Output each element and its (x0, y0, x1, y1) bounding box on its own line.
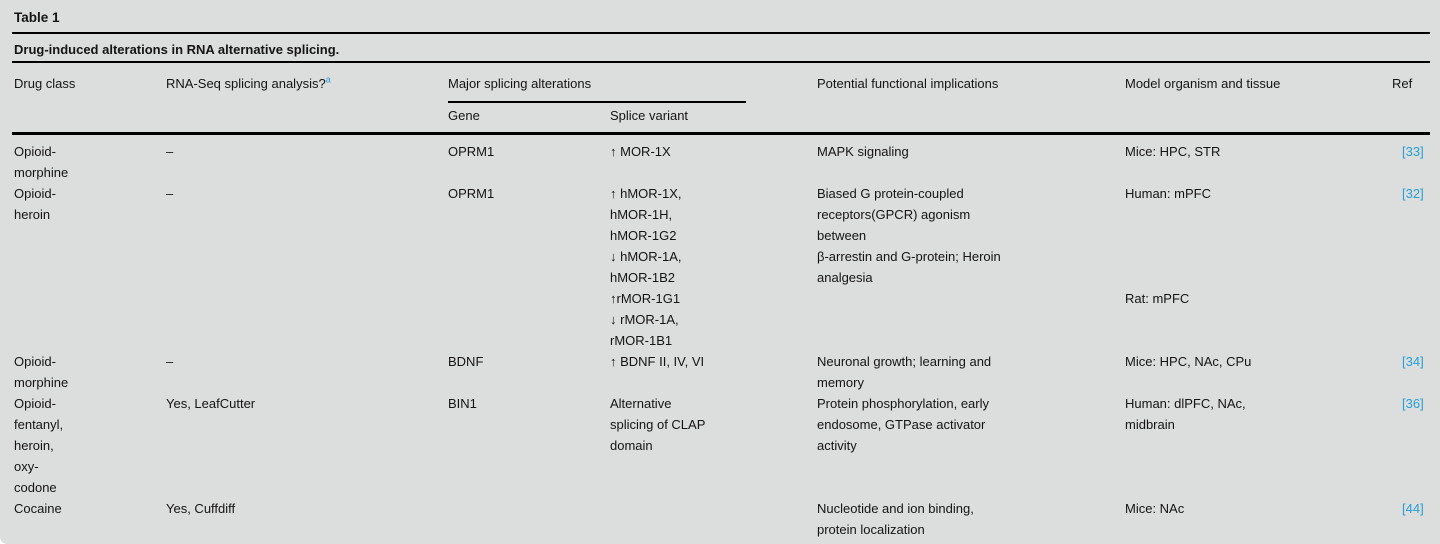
rule-header-bottom (12, 132, 1430, 135)
column-header-major-splicing: Major splicing alterations (448, 76, 592, 91)
cell-drug-class: Opioid- morphine (14, 144, 69, 180)
rule-under-caption (12, 61, 1430, 63)
column-header-rna-seq: RNA-Seq splicing analysis?a (166, 74, 331, 92)
cell-drug-class: Opioid- heroin (14, 186, 56, 222)
cell-gene: BIN1 (448, 396, 477, 411)
footnote-marker-a[interactable]: a (325, 74, 331, 85)
cell-model: Human: mPFC Rat: mPFC (1125, 186, 1211, 306)
cell-rna-seq: – (166, 144, 174, 159)
cell-ref[interactable]: [33] (1402, 144, 1424, 159)
cell-ref[interactable]: [36] (1402, 396, 1424, 411)
cell-splice-variant: ↑ MOR-1X (610, 144, 671, 159)
column-header-rna-seq-text: RNA-Seq splicing analysis? (166, 76, 326, 91)
column-header-gene: Gene (448, 108, 480, 123)
column-header-ref: Ref (1392, 76, 1413, 91)
cell-implications: Biased G protein-coupled receptors(GPCR)… (817, 186, 1001, 285)
cell-implications: Neuronal growth; learning and memory (817, 354, 992, 390)
cell-model: Human: dlPFC, NAc, midbrain (1125, 396, 1246, 432)
cell-implications: MAPK signaling (817, 144, 909, 159)
column-header-drug-class: Drug class (14, 76, 76, 91)
table-row: Cocaine Yes, Cuffdiff Nucleotide and ion b… (14, 498, 1440, 540)
cell-drug-class: Opioid- fentanyl, heroin, oxy- codone (14, 396, 64, 495)
cell-gene (448, 498, 610, 540)
cell-splice-variant: ↑ hMOR-1X, hMOR-1H, hMOR-1G2 ↓ hMOR-1A, … (610, 186, 682, 348)
cell-splice-variant: ↑ BDNF II, IV, VI (610, 354, 705, 369)
cell-implications: Nucleotide and ion binding, protein loca… (817, 501, 974, 537)
cell-drug-class: Opioid- morphine (14, 354, 69, 390)
table-row: Opioid- fentanyl, heroin, oxy- codone Yes… (14, 393, 1440, 498)
cell-ref[interactable]: [44] (1402, 501, 1424, 516)
column-header-implications: Potential functional implications (817, 76, 999, 91)
cell-model: Mice: NAc (1125, 501, 1185, 516)
table-body: Opioid- morphine – OPRM1 ↑ MOR-1X MAPK signa… (0, 141, 1440, 540)
cell-splice-variant: Alternative splicing of CLAP domain (610, 396, 706, 453)
table-caption: Drug-induced alterations in RNA alternat… (14, 42, 340, 57)
cell-drug-class: Cocaine (14, 501, 62, 516)
cell-splice-variant (610, 498, 817, 540)
cell-model: Mice: HPC, STR (1125, 144, 1221, 159)
cell-rna-seq: Yes, Cuffdiff (166, 501, 236, 516)
cell-rna-seq: Yes, LeafCutter (166, 396, 256, 411)
cell-ref[interactable]: [32] (1402, 186, 1424, 201)
cell-rna-seq: – (166, 186, 174, 201)
cell-gene: BDNF (448, 354, 484, 369)
cell-ref[interactable]: [34] (1402, 354, 1424, 369)
cell-implications: Protein phosphorylation, early endosome,… (817, 396, 989, 453)
cell-rna-seq: – (166, 354, 174, 369)
table-row: Opioid- morphine – BDNF ↑ BDNF II, IV, VI Ne… (14, 351, 1440, 393)
cell-model: Mice: HPC, NAc, CPu (1125, 354, 1252, 369)
table-row: Opioid- morphine – OPRM1 ↑ MOR-1X MAPK signa… (14, 141, 1440, 183)
rule-under-table-label (12, 32, 1430, 34)
cell-gene: OPRM1 (448, 144, 495, 159)
rule-under-major-splicing (448, 101, 746, 103)
table-number-label: Table 1 (14, 10, 60, 25)
table-row: Opioid- heroin – OPRM1 ↑ hMOR-1X, hMOR-1H, … (14, 183, 1440, 351)
column-header-model-organism: Model organism and tissue (1125, 76, 1281, 91)
column-header-splice-variant: Splice variant (610, 108, 689, 123)
cell-gene: OPRM1 (448, 186, 495, 201)
